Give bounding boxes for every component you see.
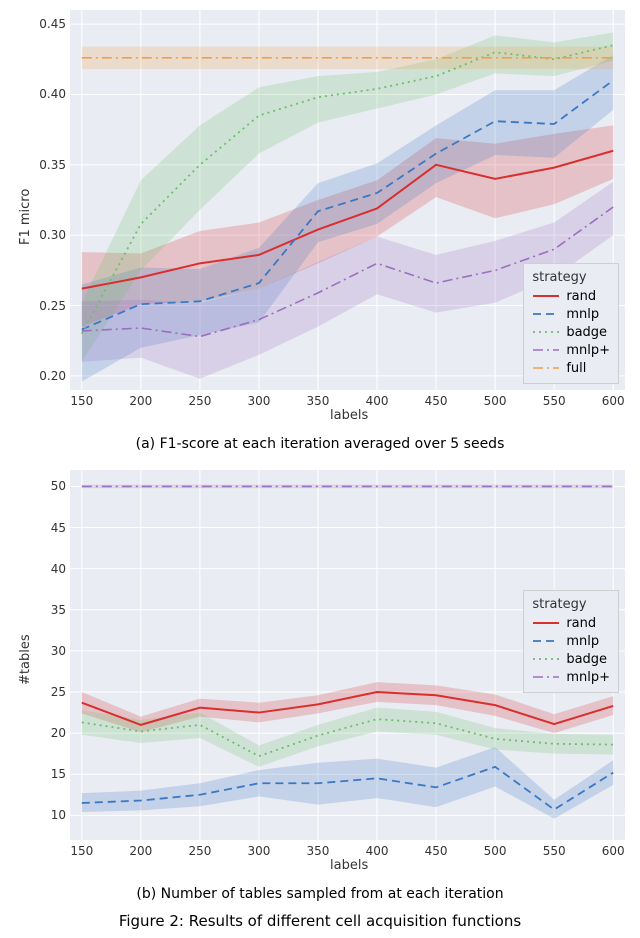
chart-b-caption: (b) Number of tables sampled from at eac…: [0, 886, 640, 902]
legend-label: mnlp+: [566, 670, 610, 685]
legend-title: strategy: [532, 270, 610, 285]
xtick-label: 550: [543, 394, 566, 408]
xtick-label: 500: [484, 844, 507, 858]
legend-swatch-icon: [532, 307, 560, 321]
legend-label: full: [566, 361, 586, 376]
xtick-label: 250: [188, 394, 211, 408]
chart-a-legend: strategy rand mnlp badge mnlp+ full: [523, 263, 619, 384]
legend-label: badge: [566, 652, 607, 667]
legend-item-badge: badge: [532, 323, 610, 341]
legend-swatch-icon: [532, 652, 560, 666]
legend-label: badge: [566, 325, 607, 340]
ytick-label: 30: [32, 644, 66, 658]
ytick-label: 50: [32, 479, 66, 493]
ytick-label: 0.35: [32, 158, 66, 172]
legend-swatch-icon: [532, 616, 560, 630]
legend-title: strategy: [532, 597, 610, 612]
ytick-label: 35: [32, 603, 66, 617]
ytick-label: 25: [32, 685, 66, 699]
legend-swatch-icon: [532, 361, 560, 375]
legend-item-rand: rand: [532, 287, 610, 305]
chart-a-xlabel: labels: [330, 408, 368, 423]
xtick-label: 600: [602, 394, 625, 408]
chart-b-plot: strategy rand mnlp badge mnlp+: [70, 470, 625, 840]
chart-b-container: strategy rand mnlp badge mnlp+ #tables label…: [0, 460, 640, 910]
xtick-label: 400: [366, 844, 389, 858]
xtick-label: 450: [425, 844, 448, 858]
legend-swatch-icon: [532, 289, 560, 303]
legend-swatch-icon: [532, 634, 560, 648]
ytick-label: 20: [32, 726, 66, 740]
legend-swatch-icon: [532, 343, 560, 357]
xtick-label: 550: [543, 844, 566, 858]
legend-label: rand: [566, 616, 596, 631]
legend-swatch-icon: [532, 325, 560, 339]
legend-item-mnlp: mnlp: [532, 305, 610, 323]
xtick-label: 500: [484, 394, 507, 408]
legend-label: mnlp: [566, 634, 599, 649]
legend-label: mnlp+: [566, 343, 610, 358]
xtick-label: 350: [307, 844, 330, 858]
ytick-label: 0.40: [32, 87, 66, 101]
ytick-label: 10: [32, 808, 66, 822]
chart-b-ylabel: #tables: [18, 634, 33, 685]
xtick-label: 300: [247, 844, 270, 858]
ytick-label: 45: [32, 521, 66, 535]
xtick-label: 600: [602, 844, 625, 858]
xtick-label: 150: [70, 844, 93, 858]
legend-item-full: full: [532, 359, 610, 377]
xtick-label: 150: [70, 394, 93, 408]
ytick-label: 0.45: [32, 17, 66, 31]
chart-a-ylabel: F1 micro: [18, 189, 33, 245]
legend-item-rand: rand: [532, 614, 610, 632]
chart-a-plot: strategy rand mnlp badge mnlp+ full: [70, 10, 625, 390]
ytick-label: 0.30: [32, 228, 66, 242]
chart-a-caption: (a) F1-score at each iteration averaged …: [0, 436, 640, 452]
ytick-label: 0.20: [32, 369, 66, 383]
legend-item-badge: badge: [532, 650, 610, 668]
xtick-label: 200: [129, 844, 152, 858]
legend-label: mnlp: [566, 307, 599, 322]
chart-b-xlabel: labels: [330, 858, 368, 873]
legend-item-mnlp: mnlp: [532, 632, 610, 650]
chart-b-legend: strategy rand mnlp badge mnlp+: [523, 590, 619, 693]
xtick-label: 450: [425, 394, 448, 408]
ytick-label: 15: [32, 767, 66, 781]
legend-swatch-icon: [532, 670, 560, 684]
xtick-label: 350: [307, 394, 330, 408]
ytick-label: 0.25: [32, 299, 66, 313]
legend-label: rand: [566, 289, 596, 304]
legend-item-mnlp+: mnlp+: [532, 341, 610, 359]
xtick-label: 400: [366, 394, 389, 408]
xtick-label: 250: [188, 844, 211, 858]
xtick-label: 300: [247, 394, 270, 408]
chart-a-container: strategyrandmnlpbadgemnlp+full F1 micro …: [0, 0, 640, 460]
figure-main-caption: Figure 2: Results of different cell acqu…: [0, 912, 640, 930]
legend-item-mnlp+: mnlp+: [532, 668, 610, 686]
ytick-label: 40: [32, 562, 66, 576]
xtick-label: 200: [129, 394, 152, 408]
